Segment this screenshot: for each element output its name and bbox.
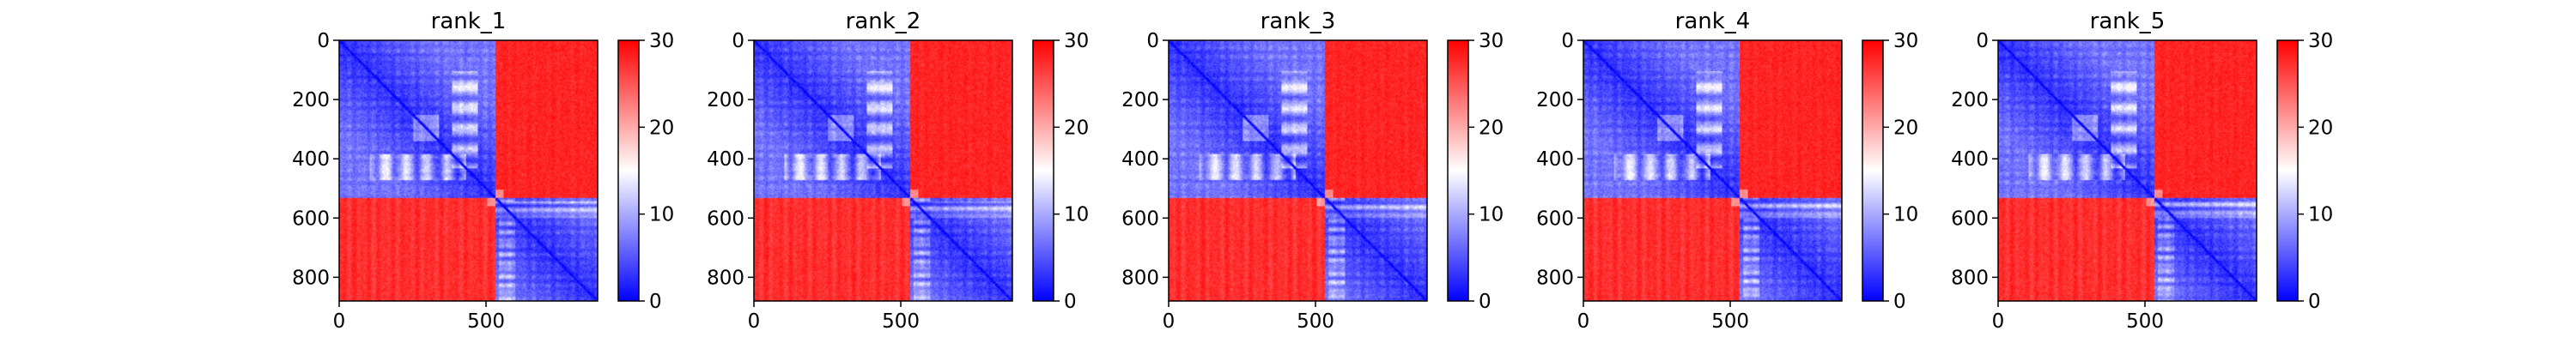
y-tick-label: 800 [1121,267,1159,289]
x-tick-label: 500 [1711,310,1749,333]
colorbar [1447,39,1469,302]
heatmap-frame [753,39,1013,302]
colorbar-tick-label: 20 [1064,117,1089,139]
colorbar-tick-label: 20 [649,117,674,139]
x-tick-label: 0 [1163,310,1176,333]
colorbar-tick-label: 30 [2308,30,2333,52]
panel-title: rank_3 [1261,9,1336,34]
colorbar [2276,39,2299,302]
heatmap-frame [1583,39,1843,302]
colorbar-tick-label: 0 [1064,291,1077,313]
y-tick-label: 600 [1951,208,1989,230]
heatmap-image [1169,40,1427,301]
colorbar-tick-label: 10 [1479,204,1504,226]
heatmap-image [339,40,598,301]
y-tick-label: 0 [317,30,330,52]
y-tick-label: 400 [707,148,744,171]
x-tick-label: 500 [2126,310,2164,333]
y-tick-label: 200 [1536,89,1574,111]
panel-title: rank_4 [1675,9,1751,34]
panel-title: rank_5 [2090,9,2166,34]
panel-title: rank_2 [846,9,921,34]
x-tick-label: 0 [748,310,761,333]
y-tick-label: 0 [1146,30,1159,52]
colorbar-tick-label: 20 [2308,117,2333,139]
colorbar-tick-label: 30 [649,30,674,52]
y-tick-label: 800 [707,267,744,289]
y-tick-label: 800 [1951,267,1989,289]
x-tick-label: 0 [1577,310,1590,333]
y-tick-label: 600 [292,208,330,230]
y-tick-label: 600 [1121,208,1159,230]
x-tick-label: 0 [333,310,346,333]
heatmap-image [1998,40,2257,301]
colorbar-tick-label: 30 [1064,30,1089,52]
y-tick-label: 0 [1561,30,1574,52]
colorbar-tick-label: 10 [2308,204,2333,226]
heatmap-image [754,40,1012,301]
y-tick-label: 800 [292,267,330,289]
y-tick-label: 800 [1536,267,1574,289]
y-tick-label: 200 [1121,89,1159,111]
colorbar [1862,39,1884,302]
y-tick-label: 0 [1976,30,1989,52]
colorbar-tick-label: 10 [1064,204,1089,226]
heatmap-image [1583,40,1842,301]
colorbar-tick-label: 10 [649,204,674,226]
colorbar-tick-label: 10 [1893,204,1918,226]
x-tick-label: 500 [882,310,920,333]
y-tick-label: 400 [1121,148,1159,171]
y-tick-label: 400 [292,148,330,171]
y-tick-label: 400 [1951,148,1989,171]
colorbar [617,39,640,302]
colorbar-tick-label: 30 [1479,30,1504,52]
colorbar-tick-label: 0 [2308,291,2321,313]
y-tick-label: 0 [732,30,744,52]
y-tick-label: 200 [292,89,330,111]
heatmap-frame [1997,39,2257,302]
colorbar-tick-label: 20 [1479,117,1504,139]
x-tick-label: 500 [1297,310,1334,333]
colorbar [1032,39,1054,302]
heatmap-frame [1168,39,1428,302]
panel-title: rank_1 [431,9,507,34]
x-tick-label: 500 [467,310,505,333]
x-tick-label: 0 [1992,310,2005,333]
colorbar-tick-label: 0 [649,291,662,313]
y-tick-label: 200 [707,89,744,111]
y-tick-label: 600 [1536,208,1574,230]
colorbar-tick-label: 20 [1893,117,1918,139]
heatmap-frame [338,39,598,302]
y-tick-label: 200 [1951,89,1989,111]
colorbar-tick-label: 0 [1479,291,1492,313]
y-tick-label: 400 [1536,148,1574,171]
colorbar-tick-label: 30 [1893,30,1918,52]
y-tick-label: 600 [707,208,744,230]
colorbar-tick-label: 0 [1893,291,1906,313]
